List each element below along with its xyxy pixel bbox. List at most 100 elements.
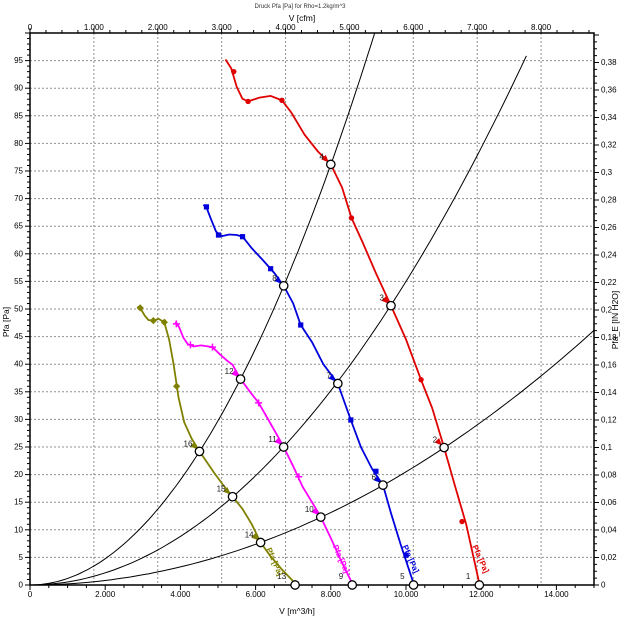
- operating-point-10[interactable]: [315, 512, 326, 522]
- operating-point-number: 16: [184, 439, 193, 448]
- right-tick-label: 0,06: [601, 498, 617, 507]
- operating-point-number: 7: [326, 372, 331, 381]
- operating-point-number: 11: [268, 435, 277, 444]
- bottom-tick-label: 2.000: [95, 590, 116, 599]
- left-tick-label: 50: [14, 305, 23, 314]
- curve-name-label: Pfa [Pa]: [331, 544, 351, 575]
- operating-point-arrow-icon: [321, 154, 329, 163]
- left-tick-label: 10: [14, 525, 23, 534]
- top-tick-label: 1.000: [84, 23, 105, 32]
- operating-point-arrow-icon: [189, 441, 198, 450]
- operating-point-arrow-icon: [274, 276, 282, 284]
- left-tick-label: 90: [14, 84, 23, 93]
- operating-point-7[interactable]: [332, 378, 343, 389]
- right-tick-label: 0,28: [601, 196, 617, 205]
- operating-point-number: 8: [272, 274, 277, 283]
- operating-point-6[interactable]: [378, 480, 388, 490]
- operating-point-number: 15: [217, 485, 226, 494]
- top-tick-label: 5.000: [339, 23, 360, 32]
- left-tick-label: 65: [14, 222, 23, 231]
- top-axis-title: V [cfm]: [289, 13, 315, 23]
- operating-point-3[interactable]: [386, 300, 396, 311]
- data-point-circle-marker: [231, 68, 237, 75]
- top-tick-label: 7.000: [467, 23, 488, 32]
- right-tick-label: 0: [601, 581, 606, 590]
- operating-point-arrow-icon: [311, 507, 319, 516]
- left-tick-label: 35: [14, 387, 23, 396]
- right-tick-label: 0,08: [601, 471, 617, 480]
- left-tick-label: 70: [14, 194, 23, 203]
- plot-area: 0 2.000 4.000 6.000 8.000 10.000 12.000 14.0000…: [14, 23, 617, 599]
- operating-point-arrow-icon: [381, 296, 389, 304]
- data-point-circle-marker: [418, 376, 424, 383]
- right-tick-label: 0,22: [601, 278, 617, 287]
- fan-curve-speed-4: [136, 305, 296, 584]
- operating-point-4[interactable]: [325, 159, 336, 170]
- data-point-plus-marker: [295, 473, 303, 481]
- bottom-axis-title: V [m^3/h]: [279, 606, 315, 616]
- operating-point-number: 9: [339, 572, 344, 581]
- bottom-tick-label: 0: [28, 590, 33, 599]
- left-tick-label: 95: [14, 56, 23, 65]
- data-point-square-marker: [373, 468, 379, 474]
- right-tick-label: 0,14: [601, 388, 617, 397]
- data-point-square-marker: [239, 234, 246, 240]
- top-tick-label: 4.000: [276, 23, 297, 32]
- operating-point-1[interactable]: [474, 580, 485, 590]
- operating-point-11[interactable]: [278, 442, 289, 452]
- operating-point-arrow-icon: [223, 487, 231, 495]
- operating-point-12[interactable]: [235, 374, 246, 384]
- chart-title: Druck Pfa [Pa] for Rho=1.2kg/m^3: [254, 4, 346, 10]
- operating-point-15[interactable]: [227, 491, 238, 502]
- operating-point-number: 2: [433, 436, 438, 445]
- operating-point-arrow-icon: [251, 532, 259, 541]
- system-curve-steep: [29, 32, 376, 586]
- left-tick-label: 25: [14, 443, 23, 452]
- operating-point-9[interactable]: [347, 580, 358, 590]
- top-tick-label: 8.000: [531, 23, 552, 32]
- operating-point-number: 12: [225, 367, 234, 376]
- system-curve-shallow: [30, 330, 595, 586]
- left-tick-label: 0: [19, 581, 24, 590]
- right-tick-label: 0,2: [601, 306, 613, 315]
- operating-point-arrow-icon: [373, 475, 381, 484]
- data-point-square-marker: [215, 232, 222, 238]
- left-tick-label: 20: [14, 470, 23, 479]
- operating-point-arrow-icon: [231, 369, 239, 378]
- right-axis-title: Pfa_E [IN H2O]: [610, 291, 620, 350]
- operating-point-number: 4: [319, 152, 324, 161]
- right-tick-label: 0,34: [601, 113, 617, 122]
- operating-point-14[interactable]: [255, 537, 266, 548]
- left-tick-label: 40: [14, 360, 23, 369]
- bottom-tick-label: 10.000: [394, 590, 419, 599]
- operating-point-2[interactable]: [439, 442, 449, 453]
- data-point-diamond-marker: [136, 304, 144, 312]
- operating-point-13[interactable]: [290, 580, 300, 590]
- right-tick-label: 0,12: [601, 416, 617, 425]
- data-point-plus-marker: [172, 320, 180, 328]
- data-point-square-marker: [203, 204, 210, 210]
- left-tick-label: 80: [14, 139, 23, 148]
- bottom-tick-label: 4.000: [170, 590, 191, 599]
- bottom-tick-label: 6.000: [246, 590, 267, 599]
- right-tick-label: 0,02: [601, 553, 617, 562]
- data-point-plus-marker: [208, 343, 216, 351]
- operating-point-number: 14: [245, 530, 254, 539]
- right-tick-label: 0,24: [601, 251, 617, 260]
- bottom-tick-label: 8.000: [321, 590, 342, 599]
- operating-point-16[interactable]: [194, 446, 205, 457]
- operating-point-5[interactable]: [408, 580, 419, 590]
- operating-point-8[interactable]: [278, 280, 289, 291]
- data-point-square-marker: [403, 552, 409, 558]
- data-point-diamond-marker: [160, 318, 168, 326]
- left-tick-label: 55: [14, 277, 23, 286]
- operating-point-number: 5: [400, 572, 405, 581]
- operating-point-number: 3: [380, 294, 385, 303]
- operating-point-number: 13: [277, 572, 286, 581]
- right-tick-label: 0,1: [601, 443, 613, 452]
- right-tick-label: 0,3: [601, 168, 613, 177]
- system-curve-middle: [29, 55, 527, 586]
- right-tick-label: 0,04: [601, 526, 617, 535]
